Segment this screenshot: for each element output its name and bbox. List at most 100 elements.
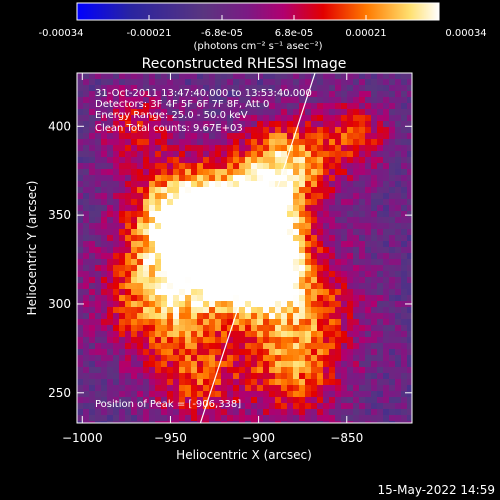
- heatmap-cell: [407, 307, 412, 313]
- heatmap-cell: [137, 121, 143, 127]
- heatmap-cell: [359, 145, 365, 151]
- heatmap-cell: [161, 301, 167, 307]
- heatmap-cell: [161, 409, 167, 415]
- heatmap-cell: [377, 73, 383, 79]
- heatmap-cell: [191, 109, 197, 115]
- heatmap-cell: [323, 241, 329, 247]
- heatmap-cell: [299, 295, 305, 301]
- heatmap-cell: [149, 73, 155, 79]
- heatmap-cell: [275, 103, 281, 109]
- heatmap-cell: [83, 403, 89, 409]
- heatmap-cell: [329, 361, 335, 367]
- heatmap-cell: [185, 157, 191, 163]
- heatmap-cell: [335, 127, 341, 133]
- heatmap-cell: [353, 385, 359, 391]
- heatmap-cell: [317, 307, 323, 313]
- heatmap-cell: [125, 349, 131, 355]
- heatmap-cell: [95, 349, 101, 355]
- heatmap-cell: [323, 271, 329, 277]
- heatmap-cell: [359, 397, 365, 403]
- heatmap-cell: [311, 193, 317, 199]
- heatmap-cell: [113, 409, 119, 415]
- heatmap-cell: [311, 337, 317, 343]
- heatmap-cell: [77, 415, 83, 421]
- heatmap-cell: [203, 169, 209, 175]
- plot-frame: [76, 72, 413, 424]
- heatmap-cell: [161, 79, 167, 85]
- heatmap-cell: [347, 319, 353, 325]
- heatmap-cell: [347, 151, 353, 157]
- heatmap-cell: [173, 151, 179, 157]
- heatmap-cell: [239, 169, 245, 175]
- heatmap-cell: [365, 319, 371, 325]
- heatmap-cell: [161, 295, 167, 301]
- heatmap-cell: [329, 229, 335, 235]
- heatmap-cell: [311, 187, 317, 193]
- heatmap-cell: [89, 409, 95, 415]
- heatmap-cell: [365, 217, 371, 223]
- heatmap-cell: [89, 373, 95, 379]
- heatmap-cell: [245, 199, 251, 205]
- heatmap-cell: [395, 325, 401, 331]
- heatmap-cell: [341, 361, 347, 367]
- heatmap-cell: [83, 211, 89, 217]
- heatmap-cell: [389, 223, 395, 229]
- heatmap-cell: [89, 157, 95, 163]
- heatmap-cell: [233, 343, 239, 349]
- heatmap-cell: [269, 175, 275, 181]
- heatmap-cell: [299, 265, 305, 271]
- heatmap-cell: [257, 79, 263, 85]
- heatmap-cell: [191, 79, 197, 85]
- heatmap-cell: [143, 349, 149, 355]
- heatmap-cell: [377, 181, 383, 187]
- heatmap-cell: [311, 223, 317, 229]
- heatmap-cell: [287, 265, 293, 271]
- heatmap-cell: [89, 403, 95, 409]
- heatmap-cell: [185, 73, 191, 79]
- heatmap-cell: [161, 343, 167, 349]
- heatmap-cell: [323, 175, 329, 181]
- heatmap-cell: [335, 277, 341, 283]
- heatmap-cell: [197, 355, 203, 361]
- heatmap-cell: [233, 271, 239, 277]
- heatmap-cell: [131, 211, 137, 217]
- heatmap-cell: [221, 331, 227, 337]
- heatmap-cell: [113, 259, 119, 265]
- heatmap-cell: [317, 241, 323, 247]
- heatmap-cell: [185, 91, 191, 97]
- heatmap-cell: [269, 301, 275, 307]
- heatmap-cell: [317, 163, 323, 169]
- heatmap-cell: [173, 331, 179, 337]
- heatmap-cell: [101, 79, 107, 85]
- heatmap-cell: [329, 295, 335, 301]
- heatmap-cell: [347, 121, 353, 127]
- heatmap-cell: [371, 217, 377, 223]
- heatmap-cell: [359, 325, 365, 331]
- heatmap-cell: [101, 97, 107, 103]
- heatmap-cell: [323, 355, 329, 361]
- heatmap-cell: [251, 205, 257, 211]
- heatmap-cell: [389, 409, 395, 415]
- heatmap-cell: [221, 85, 227, 91]
- heatmap-cell: [173, 259, 179, 265]
- heatmap-cell: [341, 319, 347, 325]
- heatmap-cell: [311, 307, 317, 313]
- heatmap-cell: [359, 115, 365, 121]
- heatmap-cell: [125, 217, 131, 223]
- heatmap-cell: [107, 343, 113, 349]
- heatmap-cell: [311, 403, 317, 409]
- heatmap-cell: [113, 229, 119, 235]
- heatmap-cell: [131, 397, 137, 403]
- heatmap-cell: [299, 73, 305, 79]
- heatmap-cell: [269, 421, 275, 423]
- heatmap-cell: [365, 127, 371, 133]
- heatmap-cell: [149, 385, 155, 391]
- heatmap-cell: [257, 187, 263, 193]
- heatmap-cell: [107, 115, 113, 121]
- heatmap-cell: [119, 421, 125, 423]
- heatmap-cell: [119, 385, 125, 391]
- heatmap-cell: [383, 229, 389, 235]
- heatmap-cell: [269, 163, 275, 169]
- heatmap-cell: [155, 343, 161, 349]
- heatmap-cell: [95, 91, 101, 97]
